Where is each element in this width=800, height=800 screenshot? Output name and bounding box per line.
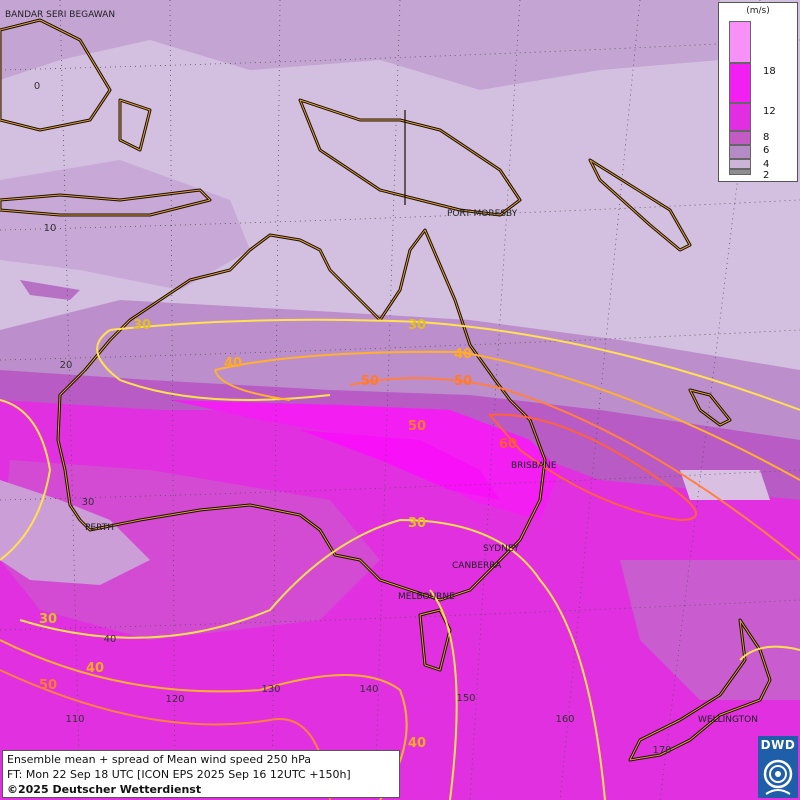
info-box: Ensemble mean + spread of Mean wind spee… xyxy=(2,750,400,798)
legend-swatch-12 xyxy=(729,103,751,131)
jet-core xyxy=(300,430,500,500)
spread-band-north xyxy=(0,0,720,90)
legend-label-12: 12 xyxy=(763,106,776,117)
spread-patch-south xyxy=(0,460,380,640)
city-sydney: SYDNEY xyxy=(483,544,520,554)
contour-label-40: 40 xyxy=(408,736,426,751)
legend-label-8: 8 xyxy=(763,132,770,143)
legend-label-6: 6 xyxy=(763,145,770,156)
city-melbourne: MELBOURNE xyxy=(398,592,455,602)
legend-label-4: 4 xyxy=(763,159,770,170)
legend-swatch-8 xyxy=(729,131,751,145)
city-perth: PERTH xyxy=(85,523,114,533)
info-forecast-time: FT: Mon 22 Sep 18 UTC [ICON EPS 2025 Sep… xyxy=(7,768,351,781)
legend-swatch-max xyxy=(729,21,751,63)
lon-label: 130 xyxy=(261,684,280,695)
lat-label: 0 xyxy=(34,81,40,92)
contour-label-50: 50 xyxy=(361,374,379,389)
spread-patch-tasman xyxy=(680,470,770,500)
city-port-moresby: PORT MORESBY xyxy=(447,209,518,219)
lon-label: 110 xyxy=(65,714,84,725)
lon-label: 140 xyxy=(359,684,378,695)
contour-label-50: 50 xyxy=(454,374,472,389)
contour-label-40: 40 xyxy=(224,356,242,371)
contour-label-40: 40 xyxy=(86,661,104,676)
legend-swatch-18 xyxy=(729,63,751,103)
spread-patch-nz xyxy=(620,560,800,700)
dwd-swirl-icon xyxy=(763,759,793,795)
dwd-logo: DWD xyxy=(758,736,798,798)
city-brisbane: BRISBANE xyxy=(511,461,557,471)
legend-swatch-2 xyxy=(729,169,751,175)
spread-patch-perth xyxy=(0,480,150,585)
contour-label-50: 50 xyxy=(39,678,57,693)
legend-label-18: 18 xyxy=(763,66,776,77)
info-copyright: ©2025 Deutscher Wetterdienst xyxy=(7,783,202,796)
lon-label: 160 xyxy=(555,714,574,725)
contour-label-40: 40 xyxy=(454,347,472,362)
contour-labels: 30 30 30 30 40 40 40 40 50 50 50 50 60 xyxy=(39,318,517,751)
spread-patch-west xyxy=(20,280,80,300)
contour-label-50: 50 xyxy=(408,419,426,434)
graticule-labels: 0 10 20 30 40 110 120 130 140 150 160 17… xyxy=(34,81,672,756)
dwd-logo-text: DWD xyxy=(760,738,796,752)
contour-label-30: 30 xyxy=(133,318,151,333)
city-bandar-seri-begawan: BANDAR SERI BEGAWAN xyxy=(5,10,115,20)
legend-swatch-6 xyxy=(729,145,751,159)
lat-label: 10 xyxy=(44,223,57,234)
contour-label-30: 30 xyxy=(408,516,426,531)
info-title: Ensemble mean + spread of Mean wind spee… xyxy=(7,753,311,766)
contour-label-30: 30 xyxy=(39,612,57,627)
contour-label-60: 60 xyxy=(499,437,517,452)
lon-label: 170 xyxy=(652,745,671,756)
city-wellington: WELLINGTON xyxy=(698,715,758,725)
lat-label: 20 xyxy=(60,360,73,371)
legend-unit: (m/s) xyxy=(746,6,770,16)
lon-label: 150 xyxy=(456,693,475,704)
lon-label: 120 xyxy=(165,694,184,705)
legend-swatch-4 xyxy=(729,159,751,169)
lat-label: 40 xyxy=(104,634,117,645)
city-canberra: CANBERRA xyxy=(452,561,502,571)
city-labels: BANDAR SERI BEGAWAN PORT MORESBY PERTH B… xyxy=(5,10,758,725)
contour-label-30: 30 xyxy=(408,318,426,333)
color-legend: (m/s) 18 12 8 6 4 2 xyxy=(718,2,798,182)
lat-label: 30 xyxy=(82,497,95,508)
legend-label-2: 2 xyxy=(763,170,770,181)
isotachs xyxy=(0,318,800,800)
